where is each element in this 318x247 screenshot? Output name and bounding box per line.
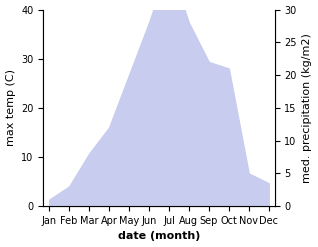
X-axis label: date (month): date (month) <box>118 231 200 242</box>
Y-axis label: med. precipitation (kg/m2): med. precipitation (kg/m2) <box>302 33 313 183</box>
Y-axis label: max temp (C): max temp (C) <box>5 69 16 146</box>
